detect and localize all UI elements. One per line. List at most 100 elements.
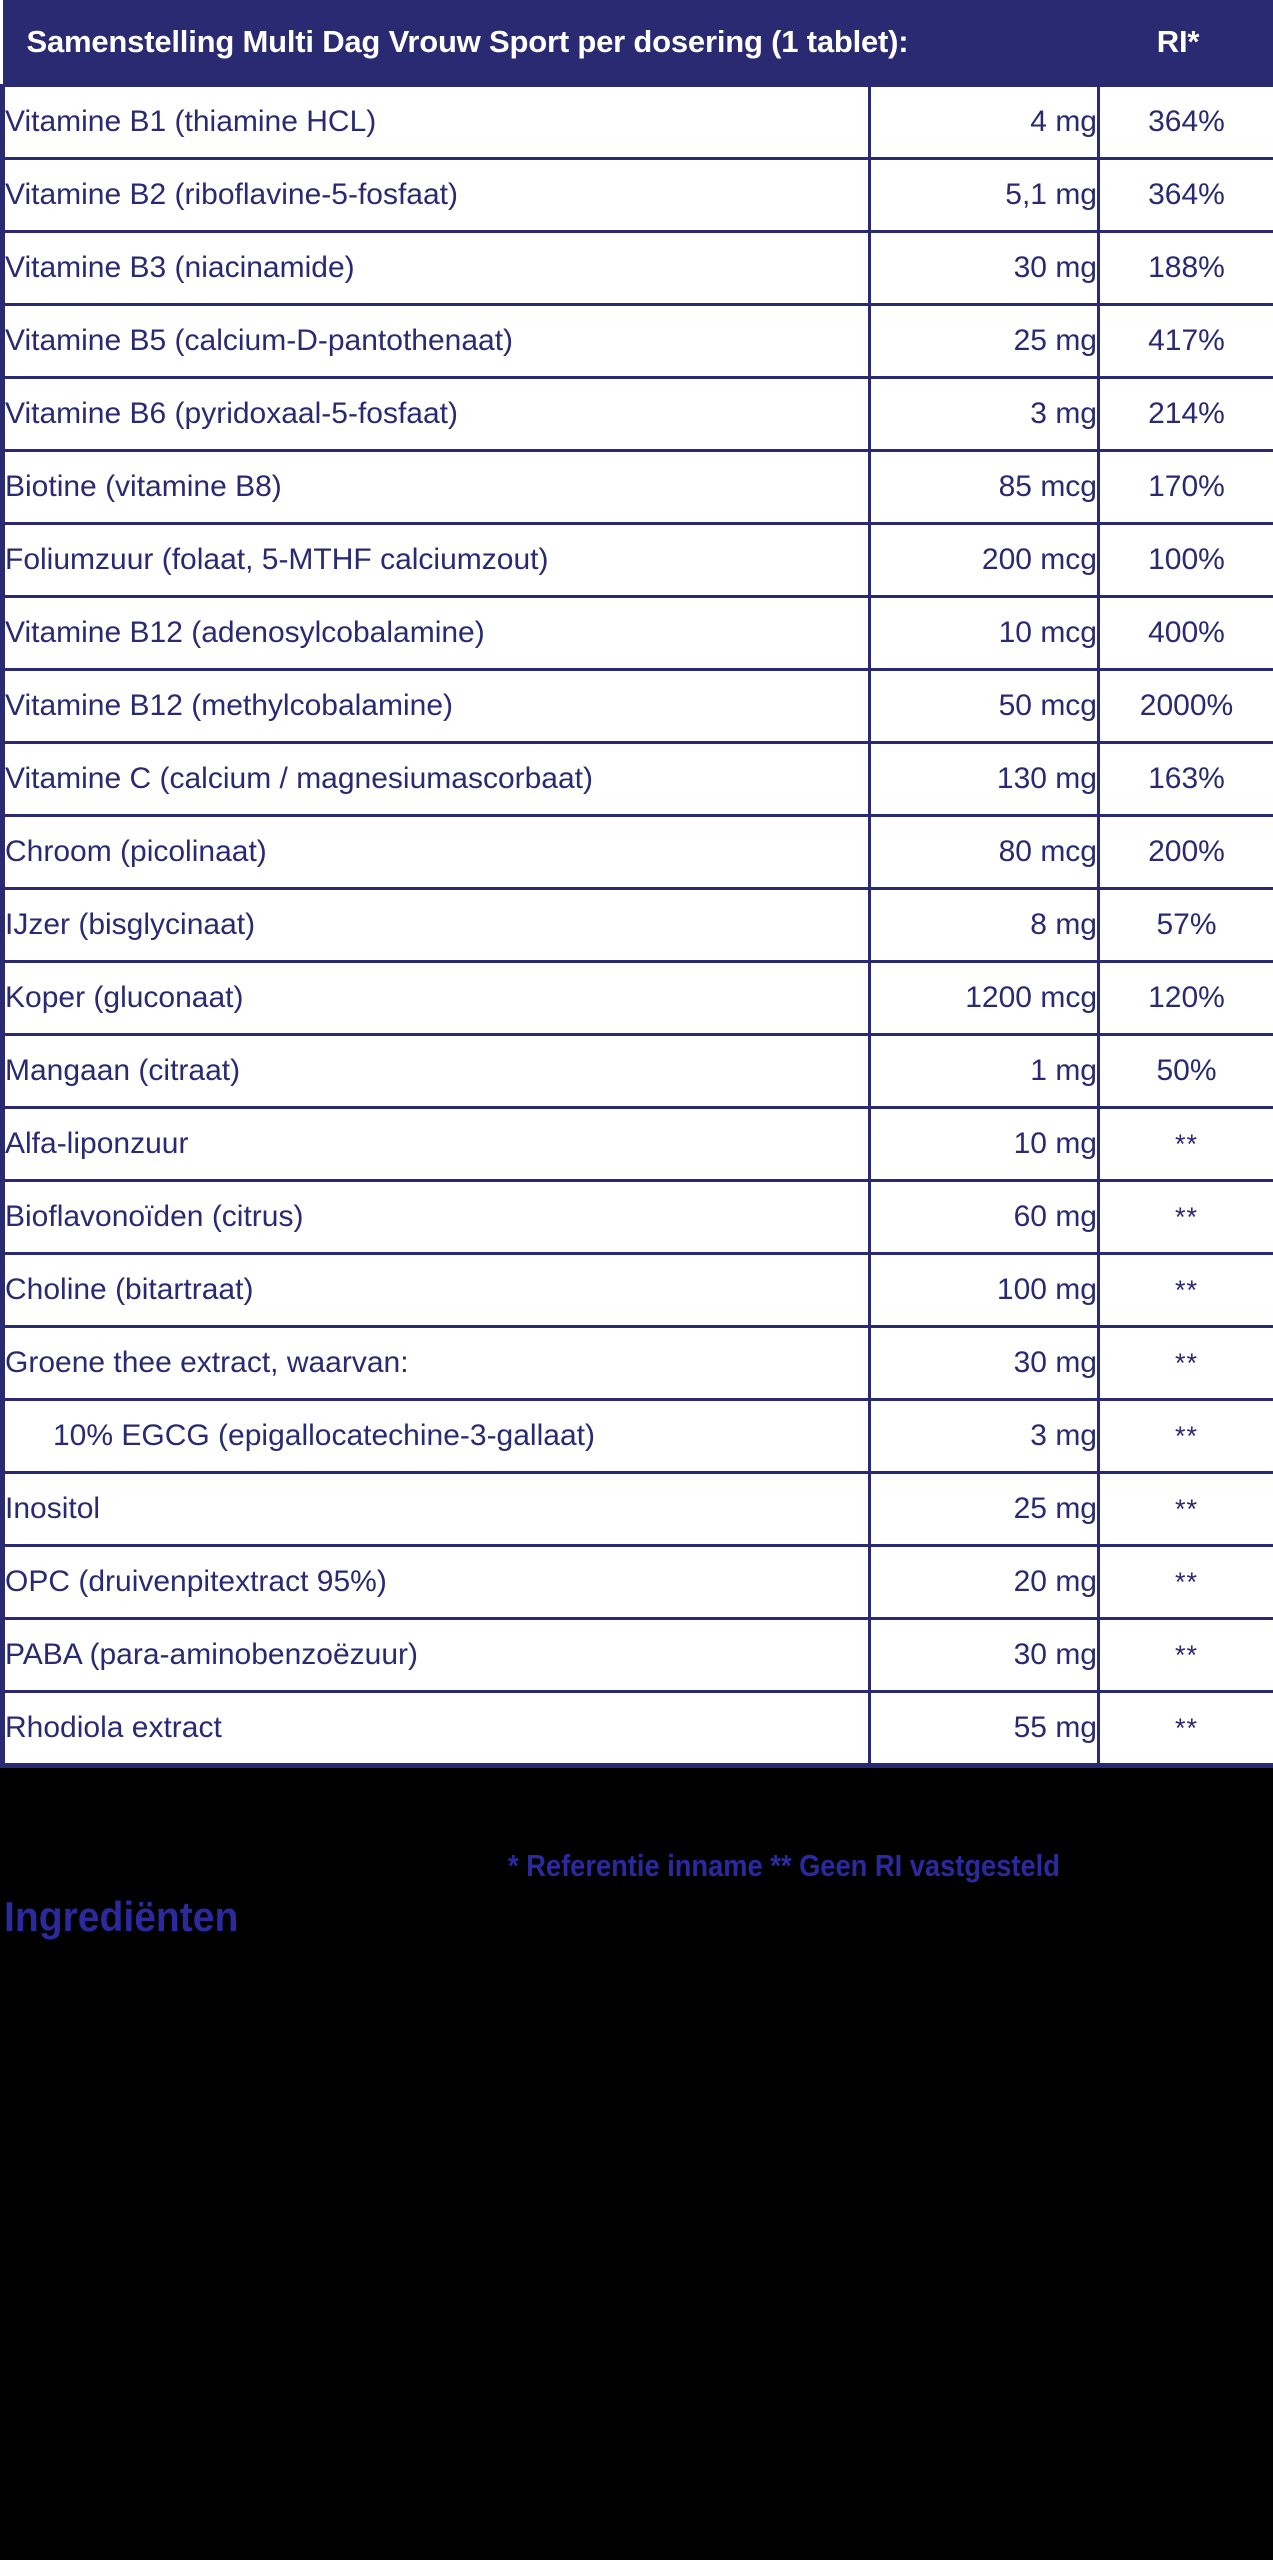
table-row: Rhodiola extract 55 mg ** — [0, 1690, 1273, 1768]
nutrient-ri-value: 2000% — [1097, 668, 1273, 744]
table-row: Mangaan (citraat) 1 mg 50% — [0, 1033, 1273, 1109]
table-row: Biotine (vitamine B8) 85 mcg 170% — [0, 449, 1273, 525]
nutrient-amount: 130 mg — [868, 741, 1100, 817]
nutrient-name: Vitamine B2 (riboflavine-5-fosfaat) — [0, 157, 871, 233]
nutrient-amount: 50 mcg — [868, 668, 1100, 744]
nutrient-name: Rhodiola extract — [0, 1690, 871, 1768]
nutrient-name: Mangaan (citraat) — [0, 1033, 871, 1109]
table-row: Foliumzuur (folaat, 5-MTHF calciumzout) 2… — [0, 522, 1273, 598]
nutrient-name: Vitamine B6 (pyridoxaal-5-fosfaat) — [0, 376, 871, 452]
nutrient-amount: 20 mg — [868, 1544, 1100, 1620]
nutrient-ri-value: 214% — [1097, 376, 1273, 452]
nutrient-ri-value: 188% — [1097, 230, 1273, 306]
table-row: 10% EGCG (epigallocatechine-3-gallaat) 3 … — [0, 1398, 1273, 1474]
nutrient-amount: 85 mcg — [868, 449, 1100, 525]
nutrient-name: 10% EGCG (epigallocatechine-3-gallaat) — [0, 1398, 871, 1474]
table-row: Groene thee extract, waarvan: 30 mg ** — [0, 1325, 1273, 1401]
nutrient-name: Vitamine B5 (calcium-D-pantothenaat) — [0, 303, 871, 379]
nutrient-amount: 5,1 mg — [868, 157, 1100, 233]
table-header: Samenstelling Multi Dag Vrouw Sport per … — [2, 0, 1273, 86]
table-row: Koper (gluconaat) 1200 mcg 120% — [0, 960, 1273, 1036]
table-row: Inositol 25 mg ** — [0, 1471, 1273, 1547]
nutrient-ri-value: 50% — [1097, 1033, 1273, 1109]
nutrient-name: PABA (para-aminobenzoëzuur) — [0, 1617, 871, 1693]
nutrient-name: Groene thee extract, waarvan: — [0, 1325, 871, 1401]
nutrient-amount: 25 mg — [868, 1471, 1100, 1547]
table-row: Chroom (picolinaat) 80 mcg 200% — [0, 814, 1273, 890]
nutrient-amount: 100 mg — [868, 1252, 1100, 1328]
table-row: Vitamine B3 (niacinamide) 30 mg 188% — [0, 230, 1273, 306]
table-row: PABA (para-aminobenzoëzuur) 30 mg ** — [0, 1617, 1273, 1693]
nutrient-amount: 30 mg — [868, 1617, 1100, 1693]
nutrient-amount: 60 mg — [868, 1179, 1100, 1255]
nutrient-amount: 1 mg — [868, 1033, 1100, 1109]
nutrient-amount: 3 mg — [868, 1398, 1100, 1474]
table-row: Vitamine B2 (riboflavine-5-fosfaat) 5,1 m… — [0, 157, 1273, 233]
nutrient-name: Vitamine B1 (thiamine HCL) — [0, 84, 871, 160]
nutrient-amount: 3 mg — [868, 376, 1100, 452]
nutrient-name: Vitamine B12 (methylcobalamine) — [0, 668, 871, 744]
nutrient-amount: 1200 mcg — [868, 960, 1100, 1036]
nutrient-amount: 10 mg — [868, 1106, 1100, 1182]
column-header-ri: RI* — [1098, 0, 1273, 86]
table-row: Vitamine B12 (methylcobalamine) 50 mcg 200… — [0, 668, 1273, 744]
nutrient-ri-value: 100% — [1097, 522, 1273, 598]
table-row: Vitamine B6 (pyridoxaal-5-fosfaat) 3 mg 21… — [0, 376, 1273, 452]
nutrient-ri-value: ** — [1097, 1544, 1273, 1620]
nutrient-amount: 8 mg — [868, 887, 1100, 963]
nutrient-name: Bioflavonoïden (citrus) — [0, 1179, 871, 1255]
nutrient-ri-value: 417% — [1097, 303, 1273, 379]
nutrient-name: Koper (gluconaat) — [0, 960, 871, 1036]
nutrient-name: Biotine (vitamine B8) — [0, 449, 871, 525]
table-title: Samenstelling Multi Dag Vrouw Sport per … — [2, 0, 1099, 86]
table-row: IJzer (bisglycinaat) 8 mg 57% — [0, 887, 1273, 963]
supplement-facts-table: Samenstelling Multi Dag Vrouw Sport per … — [0, 0, 1273, 1768]
table-row: OPC (druivenpitextract 95%) 20 mg ** — [0, 1544, 1273, 1620]
nutrient-ri-value: 163% — [1097, 741, 1273, 817]
nutrient-name: Chroom (picolinaat) — [0, 814, 871, 890]
table-row: Vitamine C (calcium / magnesiumascorbaat… — [0, 741, 1273, 817]
nutrient-ri-value: 364% — [1097, 84, 1273, 160]
nutrient-ri-value: ** — [1097, 1471, 1273, 1547]
nutrient-name: OPC (druivenpitextract 95%) — [0, 1544, 871, 1620]
nutrient-ri-value: ** — [1097, 1325, 1273, 1401]
footnote-text: * Referentie inname ** Geen RI vastgeste… — [508, 1848, 1060, 1883]
nutrient-name: Inositol — [0, 1471, 871, 1547]
ingredients-section: Ingrediënten — [0, 1888, 1273, 2560]
nutrient-name: Alfa-liponzuur — [0, 1106, 871, 1182]
footnote-band: * Referentie inname ** Geen RI vastgeste… — [0, 1828, 1273, 1888]
nutrient-name: Vitamine B12 (adenosylcobalamine) — [0, 595, 871, 671]
nutrient-ri-value: 170% — [1097, 449, 1273, 525]
nutrient-name: Vitamine C (calcium / magnesiumascorbaat… — [0, 741, 871, 817]
table-row: Alfa-liponzuur 10 mg ** — [0, 1106, 1273, 1182]
table-row: Vitamine B5 (calcium-D-pantothenaat) 25 m… — [0, 303, 1273, 379]
table-header-row: Samenstelling Multi Dag Vrouw Sport per … — [2, 0, 1273, 86]
supplement-facts-panel: Samenstelling Multi Dag Vrouw Sport per … — [0, 0, 1273, 1768]
table-body: Vitamine B1 (thiamine HCL) 4 mg 364% Vitami… — [0, 84, 1273, 1768]
nutrient-amount: 200 mcg — [868, 522, 1100, 598]
table-row: Bioflavonoïden (citrus) 60 mg ** — [0, 1179, 1273, 1255]
nutrient-ri-value: ** — [1097, 1252, 1273, 1328]
table-row: Vitamine B1 (thiamine HCL) 4 mg 364% — [0, 84, 1273, 160]
nutrient-ri-value: ** — [1097, 1398, 1273, 1474]
nutrient-name: Foliumzuur (folaat, 5-MTHF calciumzout) — [0, 522, 871, 598]
nutrient-amount: 10 mcg — [868, 595, 1100, 671]
nutrient-ri-value: 200% — [1097, 814, 1273, 890]
table-row: Vitamine B12 (adenosylcobalamine) 10 mcg 4… — [0, 595, 1273, 671]
nutrient-amount: 55 mg — [868, 1690, 1100, 1768]
nutrient-ri-value: ** — [1097, 1106, 1273, 1182]
nutrient-amount: 30 mg — [868, 230, 1100, 306]
nutrient-name: Vitamine B3 (niacinamide) — [0, 230, 871, 306]
nutrient-ri-value: 400% — [1097, 595, 1273, 671]
nutrient-ri-value: 57% — [1097, 887, 1273, 963]
nutrient-amount: 4 mg — [868, 84, 1100, 160]
table-row: Choline (bitartraat) 100 mg ** — [0, 1252, 1273, 1328]
ingredients-heading: Ingrediënten — [4, 1893, 239, 1940]
nutrient-ri-value: 364% — [1097, 157, 1273, 233]
nutrient-amount: 30 mg — [868, 1325, 1100, 1401]
nutrient-name: Choline (bitartraat) — [0, 1252, 871, 1328]
nutrient-ri-value: ** — [1097, 1617, 1273, 1693]
nutrient-amount: 25 mg — [868, 303, 1100, 379]
nutrient-name: IJzer (bisglycinaat) — [0, 887, 871, 963]
nutrient-ri-value: 120% — [1097, 960, 1273, 1036]
